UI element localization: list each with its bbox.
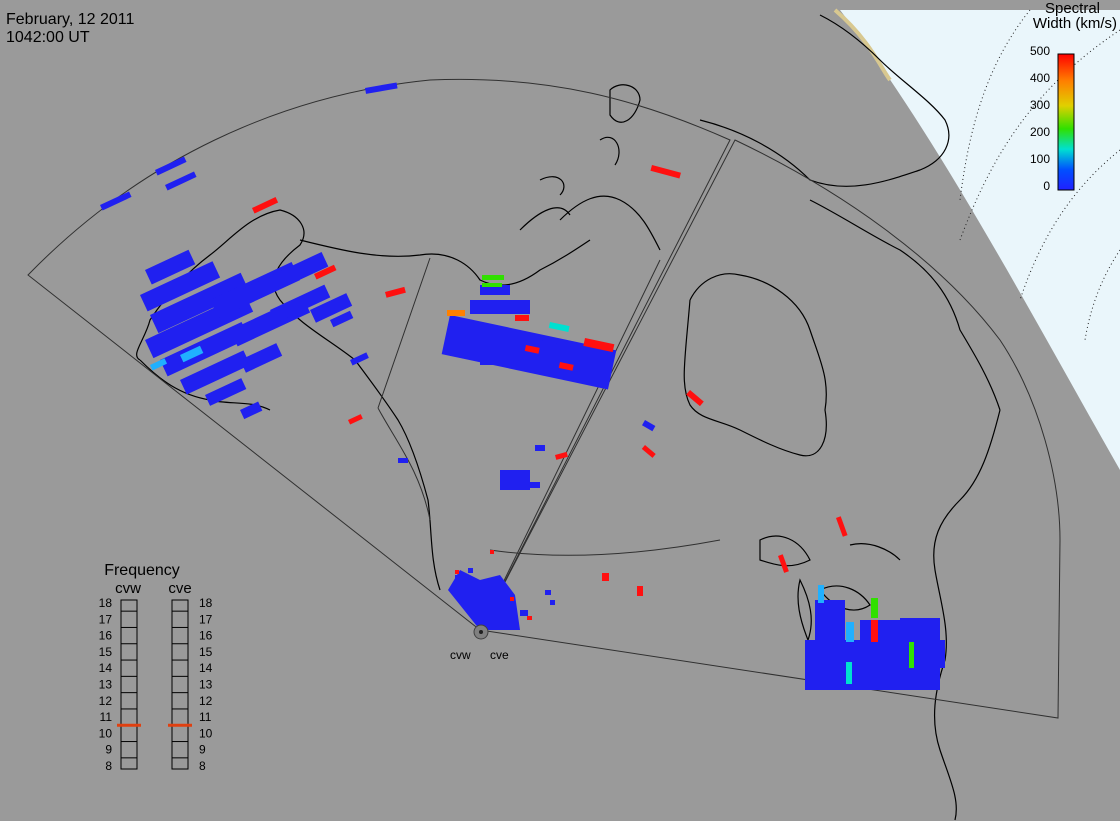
coastline-arctic [299, 239, 591, 286]
colorbar-title-line2: Width (km/s) [1033, 15, 1117, 32]
frequency-scale-label-right: 9 [199, 743, 206, 757]
colorbar-title-line1: Spectral [1045, 0, 1100, 17]
frequency-scale-label-right: 15 [199, 645, 213, 659]
coastline-hudson-bay [683, 273, 827, 457]
fov-cve-outline [479, 139, 1061, 719]
frequency-title: Frequency [104, 562, 180, 579]
frequency-scale-label-right: 17 [199, 612, 213, 626]
radar-label-cve: cve [490, 648, 509, 662]
colorbar-tick-100: 100 [1030, 152, 1050, 166]
colorbar-tick-0: 0 [1043, 179, 1050, 193]
frequency-scale-label-left: 11 [100, 710, 113, 724]
colorbar-tick-400: 400 [1030, 71, 1050, 85]
coastline-islands [519, 84, 661, 251]
header-time: 1042:00 UT [6, 29, 90, 46]
colorbar-gradient [1057, 53, 1075, 191]
frequency-scale-label-left: 16 [99, 629, 113, 643]
backscatter-cells-alaska-cyan [150, 345, 204, 371]
radar-site-dot [479, 630, 483, 634]
colorbar-tick-500: 500 [1030, 44, 1050, 58]
frequency-label-cve: cve [168, 580, 191, 597]
colorbar-tick-200: 200 [1030, 125, 1050, 139]
great-lakes [759, 535, 901, 642]
near-radar-fan [448, 568, 555, 630]
frequency-scale-label-right: 16 [199, 629, 213, 643]
frequency-scale-label-left: 10 [99, 726, 113, 740]
frequency-scale-label-left: 12 [99, 694, 113, 708]
frequency-scale-label-right: 10 [199, 726, 213, 740]
backscatter-cells-canada-colored [447, 275, 615, 353]
coastline-east [933, 409, 1001, 821]
frequency-scale-label-right: 11 [199, 710, 212, 724]
frequency-scale-label-right: 18 [199, 596, 213, 610]
frequency-scale-label-right: 8 [199, 759, 206, 773]
polar-sky-region [840, 10, 1120, 470]
spectral-width-colorbar: Spectral Width (km/s) 500 400 300 200 10… [1030, 0, 1117, 193]
frequency-scale-label-left: 18 [99, 596, 113, 610]
frequency-label-cvw: cvw [115, 580, 141, 597]
radar-label-cvw: cvw [450, 648, 471, 662]
coastline-labrador [809, 199, 1001, 411]
backscatter-cells-alaska [100, 82, 398, 420]
frequency-gauge-cvw [120, 599, 138, 770]
backscatter-cells-canada [398, 285, 656, 490]
frequency-ticks: 18 18 17 17 16 16 15 15 14 14 13 13 12 12 11 11 10 10 9 9 8 8 [99, 596, 213, 773]
frequency-scale-label-left: 15 [99, 645, 113, 659]
frequency-marker-cve [168, 723, 192, 727]
frequency-panel: Frequency cvw cve 18 18 17 17 16 16 15 15 14 14 13… [99, 562, 213, 773]
backscatter-cells-us-east [805, 600, 945, 690]
near-radar-fan-red [455, 550, 532, 620]
backscatter-cells-us-east-colored [818, 585, 914, 684]
backscatter-cells-red [252, 165, 848, 596]
fov-divider [479, 259, 661, 631]
frequency-scale-label-left: 14 [99, 661, 113, 675]
frequency-scale-label-right: 14 [199, 661, 213, 675]
frequency-gauge-cve [171, 599, 189, 770]
frequency-scale-label-left: 9 [105, 743, 112, 757]
fov-range-ring [489, 539, 721, 556]
latitude-dotted-circles [959, 9, 1120, 341]
frequency-scale-label-left: 13 [99, 678, 113, 692]
frequency-scale-label-left: 17 [99, 612, 113, 626]
colorbar-tick-300: 300 [1030, 98, 1050, 112]
frequency-marker-cvw [117, 723, 141, 727]
fov-inner-arc [377, 257, 431, 521]
header-date: February, 12 2011 [6, 11, 134, 28]
frequency-scale-label-right: 12 [199, 694, 213, 708]
frequency-scale-label-right: 13 [199, 678, 213, 692]
coastline-greenland [699, 14, 950, 187]
frequency-scale-label-left: 8 [105, 759, 112, 773]
